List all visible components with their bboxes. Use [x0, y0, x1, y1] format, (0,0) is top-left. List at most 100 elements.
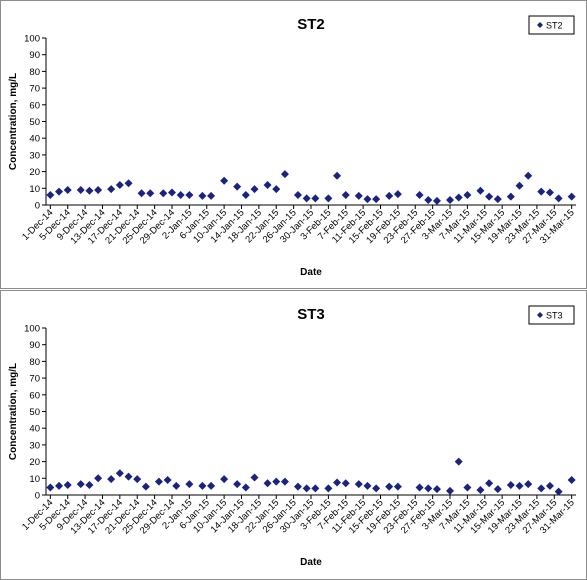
data-point: [493, 195, 502, 204]
data-point: [176, 190, 185, 199]
data-point: [385, 482, 394, 491]
data-point: [141, 482, 150, 491]
legend-marker: [537, 312, 543, 318]
legend-label: ST2: [546, 21, 563, 31]
y-axis-label: Concentration, mg/L: [8, 363, 19, 460]
y-tick-label: 40: [29, 134, 40, 145]
data-point: [415, 190, 424, 199]
data-point: [524, 171, 533, 180]
legend-box: [528, 305, 575, 325]
data-point: [432, 196, 441, 205]
y-tick-label: 60: [29, 390, 40, 401]
data-point: [311, 194, 320, 203]
y-tick-label: 30: [29, 440, 40, 451]
data-point: [280, 477, 289, 486]
y-tick-label: 80: [29, 67, 40, 78]
data-point: [554, 194, 563, 203]
data-point: [85, 480, 94, 489]
data-point: [333, 478, 342, 487]
data-point: [159, 189, 168, 198]
data-point: [124, 179, 133, 188]
data-point: [76, 480, 85, 489]
data-point: [94, 474, 103, 483]
y-tick-label: 20: [29, 457, 40, 468]
data-point: [198, 481, 207, 490]
data-point: [363, 195, 372, 204]
data-point: [324, 484, 333, 493]
y-tick-label: 100: [24, 324, 40, 335]
data-point: [432, 485, 441, 494]
y-tick-label: 50: [29, 407, 40, 418]
data-point: [302, 194, 311, 203]
data-point: [567, 475, 576, 484]
chart-panel-st3: ST3 0 10 20 30 40 50 60 70 80 90 100 1-Dec-14 5-Dec-1…: [0, 290, 587, 580]
data-point: [220, 475, 229, 484]
data-point: [115, 469, 124, 478]
y-tick-label: 30: [29, 150, 40, 161]
data-point: [341, 190, 350, 199]
data-point: [567, 192, 576, 201]
data-point: [506, 480, 515, 489]
data-point: [167, 188, 176, 197]
y-tick-label: 10: [29, 184, 40, 195]
data-point: [372, 484, 381, 493]
data-point: [198, 191, 207, 200]
data-point: [124, 472, 133, 481]
data-point: [463, 190, 472, 199]
data-point: [333, 171, 342, 180]
y-tick-label: 40: [29, 424, 40, 435]
data-point: [76, 185, 85, 194]
data-point: [537, 484, 546, 493]
y-tick-label: 90: [29, 340, 40, 351]
data-point: [415, 483, 424, 492]
data-point: [63, 185, 72, 194]
data-point: [185, 480, 194, 489]
data-point: [272, 477, 281, 486]
data-point: [250, 473, 259, 482]
data-point: [545, 481, 554, 490]
data-point: [185, 190, 194, 199]
y-tick-label: 90: [29, 50, 40, 61]
data-point: [46, 190, 55, 199]
data-point: [537, 187, 546, 196]
y-tick-label: 70: [29, 84, 40, 95]
data-point: [446, 486, 455, 495]
data-point: [302, 484, 311, 493]
data-point: [241, 190, 250, 199]
chart-title: ST3: [297, 306, 325, 323]
data-point: [207, 191, 216, 200]
data-point: [485, 479, 494, 488]
data-point: [272, 185, 281, 194]
data-point: [476, 186, 485, 195]
data-point: [154, 477, 163, 486]
data-point: [493, 485, 502, 494]
data-point: [354, 191, 363, 200]
data-point: [515, 481, 524, 490]
legend-label: ST3: [546, 311, 563, 321]
y-tick-label: 50: [29, 117, 40, 128]
data-point: [293, 482, 302, 491]
data-point: [424, 195, 433, 204]
data-point: [311, 484, 320, 493]
data-point: [107, 475, 116, 484]
data-point: [463, 483, 472, 492]
y-tick-label: 20: [29, 167, 40, 178]
data-point: [115, 180, 124, 189]
data-point: [263, 479, 272, 488]
data-point: [324, 194, 333, 203]
data-point: [85, 186, 94, 195]
data-point: [454, 193, 463, 202]
chart-st3: ST301020304050607080901001-Dec-145-Dec-1…: [8, 305, 577, 568]
data-point: [424, 484, 433, 493]
y-tick-label: 10: [29, 474, 40, 485]
y-tick-label: 100: [24, 34, 40, 45]
y-tick-label: 60: [29, 100, 40, 111]
data-point: [220, 176, 229, 185]
legend-box: [528, 15, 575, 35]
data-point: [55, 187, 64, 196]
y-axis-label: Concentration, mg/L: [8, 73, 19, 170]
legend: ST3: [528, 305, 575, 325]
x-axis-label: Date: [300, 557, 322, 568]
data-point: [506, 192, 515, 201]
y-tick-label: 0: [35, 201, 40, 212]
